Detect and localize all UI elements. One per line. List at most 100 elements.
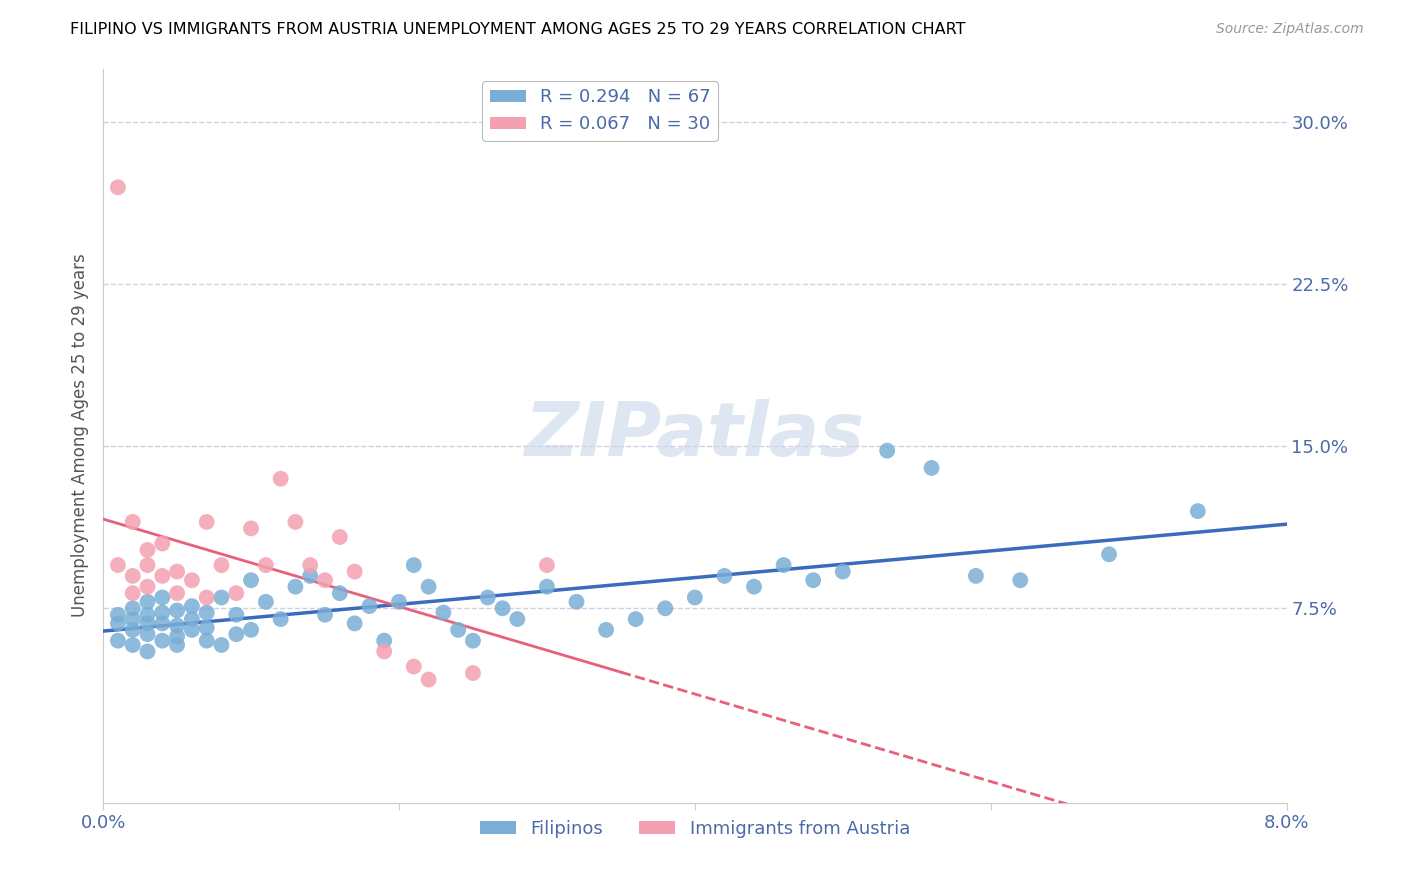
Point bbox=[107, 180, 129, 194]
Point bbox=[1010, 573, 1032, 587]
Text: FILIPINO VS IMMIGRANTS FROM AUSTRIA UNEMPLOYMENT AMONG AGES 25 TO 29 YEARS CORRE: FILIPINO VS IMMIGRANTS FROM AUSTRIA UNEM… bbox=[70, 22, 966, 37]
Point bbox=[359, 599, 381, 614]
Point bbox=[180, 612, 202, 626]
Point bbox=[121, 638, 143, 652]
Point bbox=[491, 601, 513, 615]
Point bbox=[121, 569, 143, 583]
Point bbox=[180, 599, 202, 614]
Point bbox=[166, 603, 188, 617]
Point bbox=[1098, 547, 1121, 561]
Point bbox=[150, 536, 173, 550]
Point bbox=[329, 586, 352, 600]
Point bbox=[299, 569, 322, 583]
Point bbox=[536, 580, 558, 594]
Point bbox=[284, 580, 307, 594]
Point bbox=[683, 591, 706, 605]
Point bbox=[314, 573, 336, 587]
Point bbox=[195, 606, 218, 620]
Point bbox=[107, 616, 129, 631]
Point bbox=[150, 633, 173, 648]
Point bbox=[211, 591, 233, 605]
Point bbox=[121, 601, 143, 615]
Point bbox=[418, 580, 440, 594]
Point bbox=[136, 543, 159, 558]
Point bbox=[166, 618, 188, 632]
Point bbox=[240, 573, 263, 587]
Point bbox=[225, 586, 247, 600]
Point bbox=[136, 607, 159, 622]
Point bbox=[742, 580, 765, 594]
Point bbox=[713, 569, 735, 583]
Point bbox=[801, 573, 824, 587]
Point bbox=[624, 612, 647, 626]
Point bbox=[166, 629, 188, 643]
Point bbox=[595, 623, 617, 637]
Point bbox=[418, 673, 440, 687]
Point bbox=[402, 659, 425, 673]
Text: Source: ZipAtlas.com: Source: ZipAtlas.com bbox=[1216, 22, 1364, 37]
Point bbox=[965, 569, 987, 583]
Point bbox=[195, 621, 218, 635]
Point bbox=[343, 565, 366, 579]
Point bbox=[121, 586, 143, 600]
Point bbox=[299, 558, 322, 573]
Point bbox=[180, 573, 202, 587]
Point bbox=[195, 591, 218, 605]
Point bbox=[136, 627, 159, 641]
Point bbox=[254, 595, 277, 609]
Legend: R = 0.294   N = 67, R = 0.067   N = 30: R = 0.294 N = 67, R = 0.067 N = 30 bbox=[482, 81, 718, 141]
Point bbox=[107, 633, 129, 648]
Point bbox=[225, 607, 247, 622]
Point bbox=[254, 558, 277, 573]
Point bbox=[107, 558, 129, 573]
Point bbox=[1187, 504, 1209, 518]
Point bbox=[195, 633, 218, 648]
Point bbox=[150, 606, 173, 620]
Point bbox=[166, 565, 188, 579]
Point bbox=[373, 633, 395, 648]
Point bbox=[240, 623, 263, 637]
Point bbox=[136, 558, 159, 573]
Point bbox=[121, 623, 143, 637]
Point bbox=[402, 558, 425, 573]
Point bbox=[240, 521, 263, 535]
Y-axis label: Unemployment Among Ages 25 to 29 years: Unemployment Among Ages 25 to 29 years bbox=[72, 253, 89, 617]
Point bbox=[195, 515, 218, 529]
Point bbox=[565, 595, 588, 609]
Point bbox=[166, 638, 188, 652]
Point bbox=[314, 607, 336, 622]
Point bbox=[284, 515, 307, 529]
Point bbox=[121, 612, 143, 626]
Point bbox=[225, 627, 247, 641]
Point bbox=[831, 565, 853, 579]
Point bbox=[150, 569, 173, 583]
Point bbox=[136, 644, 159, 658]
Text: ZIPatlas: ZIPatlas bbox=[524, 399, 865, 472]
Point bbox=[211, 558, 233, 573]
Point bbox=[343, 616, 366, 631]
Point bbox=[211, 638, 233, 652]
Point bbox=[166, 586, 188, 600]
Point bbox=[536, 558, 558, 573]
Point bbox=[121, 515, 143, 529]
Point bbox=[432, 606, 454, 620]
Point bbox=[136, 580, 159, 594]
Point bbox=[388, 595, 411, 609]
Point bbox=[654, 601, 676, 615]
Point bbox=[921, 461, 943, 475]
Point bbox=[180, 623, 202, 637]
Point bbox=[136, 595, 159, 609]
Point bbox=[373, 644, 395, 658]
Point bbox=[270, 612, 292, 626]
Point bbox=[150, 616, 173, 631]
Point bbox=[461, 633, 484, 648]
Point bbox=[461, 666, 484, 681]
Point bbox=[150, 591, 173, 605]
Point bbox=[772, 558, 794, 573]
Point bbox=[876, 443, 898, 458]
Point bbox=[107, 607, 129, 622]
Point bbox=[506, 612, 529, 626]
Point bbox=[447, 623, 470, 637]
Point bbox=[329, 530, 352, 544]
Point bbox=[136, 616, 159, 631]
